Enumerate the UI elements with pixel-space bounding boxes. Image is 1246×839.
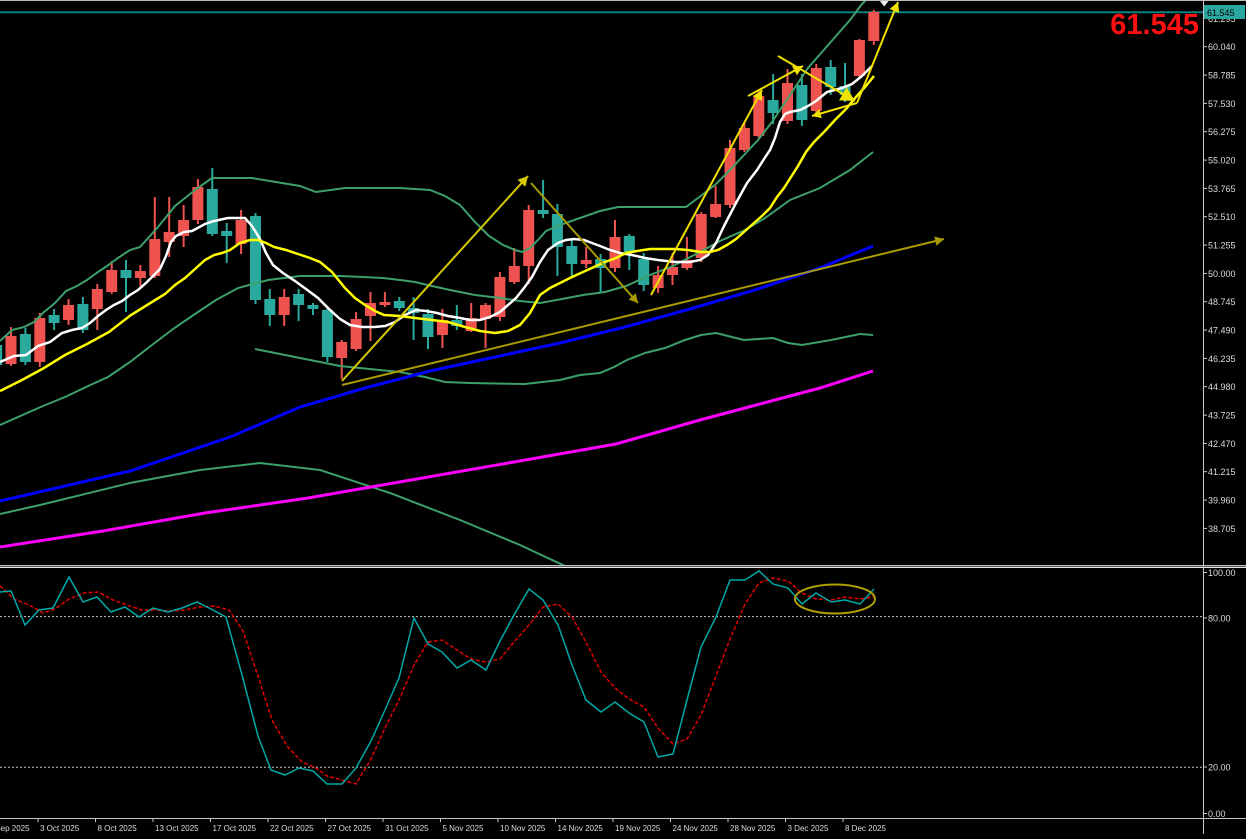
svg-text:27 Oct 2025: 27 Oct 2025 [328, 824, 372, 833]
svg-text:28 Nov 2025: 28 Nov 2025 [730, 824, 776, 833]
svg-text:13 Oct 2025: 13 Oct 2025 [155, 824, 199, 833]
svg-text:3 Dec 2025: 3 Dec 2025 [788, 824, 829, 833]
svg-text:3 Oct 2025: 3 Oct 2025 [40, 824, 80, 833]
svg-text:47.490: 47.490 [1208, 326, 1236, 336]
svg-text:51.255: 51.255 [1208, 241, 1236, 251]
svg-text:53.765: 53.765 [1208, 184, 1236, 194]
svg-text:43.725: 43.725 [1208, 411, 1236, 421]
svg-text:55.020: 55.020 [1208, 156, 1236, 166]
svg-text:80.00: 80.00 [1208, 614, 1231, 624]
svg-text:100.00: 100.00 [1208, 568, 1236, 578]
svg-text:42.470: 42.470 [1208, 439, 1236, 449]
svg-text:61.545: 61.545 [1110, 9, 1199, 41]
svg-text:31 Oct 2025: 31 Oct 2025 [385, 824, 429, 833]
svg-text:57.530: 57.530 [1208, 99, 1236, 109]
svg-text:14 Nov 2025: 14 Nov 2025 [558, 824, 604, 833]
svg-text:0.00: 0.00 [1208, 809, 1226, 819]
svg-text:48.745: 48.745 [1208, 297, 1236, 307]
svg-text:8 Oct 2025: 8 Oct 2025 [98, 824, 138, 833]
svg-text:10 Nov 2025: 10 Nov 2025 [500, 824, 546, 833]
svg-text:22 Oct 2025: 22 Oct 2025 [270, 824, 314, 833]
svg-text:56.275: 56.275 [1208, 127, 1236, 137]
svg-text:29 Sep 2025: 29 Sep 2025 [0, 824, 30, 833]
svg-text:17 Oct 2025: 17 Oct 2025 [213, 824, 257, 833]
svg-text:39.960: 39.960 [1208, 496, 1236, 506]
svg-text:46.235: 46.235 [1208, 354, 1236, 364]
svg-text:19 Nov 2025: 19 Nov 2025 [615, 824, 661, 833]
svg-text:20.00: 20.00 [1208, 763, 1231, 773]
svg-text:5 Nov 2025: 5 Nov 2025 [443, 824, 484, 833]
svg-text:58.785: 58.785 [1208, 71, 1236, 81]
svg-text:61.545: 61.545 [1207, 8, 1235, 18]
svg-text:44.980: 44.980 [1208, 382, 1236, 392]
svg-text:8 Dec 2025: 8 Dec 2025 [845, 824, 886, 833]
svg-text:38.705: 38.705 [1208, 524, 1236, 534]
svg-text:41.215: 41.215 [1208, 467, 1236, 477]
svg-text:60.040: 60.040 [1208, 42, 1236, 52]
svg-text:24 Nov 2025: 24 Nov 2025 [673, 824, 719, 833]
svg-text:50.000: 50.000 [1208, 269, 1236, 279]
svg-text:52.510: 52.510 [1208, 212, 1236, 222]
